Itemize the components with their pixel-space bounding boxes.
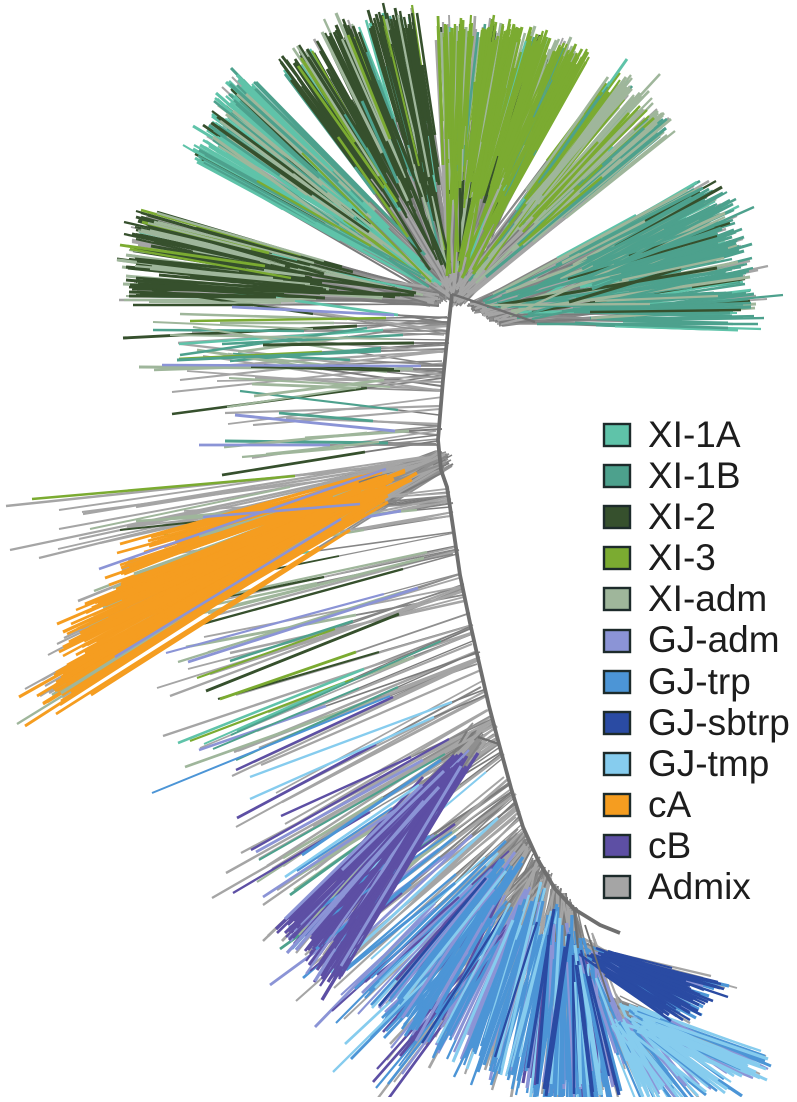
svg-text:cA: cA <box>648 784 692 825</box>
svg-text:XI-1A: XI-1A <box>648 414 741 455</box>
svg-text:GJ-sbtrp: GJ-sbtrp <box>648 702 790 743</box>
svg-text:XI-3: XI-3 <box>648 537 716 578</box>
svg-text:XI-2: XI-2 <box>648 496 716 537</box>
svg-text:XI-adm: XI-adm <box>648 578 767 619</box>
svg-text:Admix: Admix <box>648 866 751 907</box>
svg-text:GJ-trp: GJ-trp <box>648 661 751 702</box>
svg-text:XI-1B: XI-1B <box>648 455 741 496</box>
svg-text:cB: cB <box>648 825 691 866</box>
svg-text:GJ-tmp: GJ-tmp <box>648 743 769 784</box>
svg-text:GJ-adm: GJ-adm <box>648 619 780 660</box>
